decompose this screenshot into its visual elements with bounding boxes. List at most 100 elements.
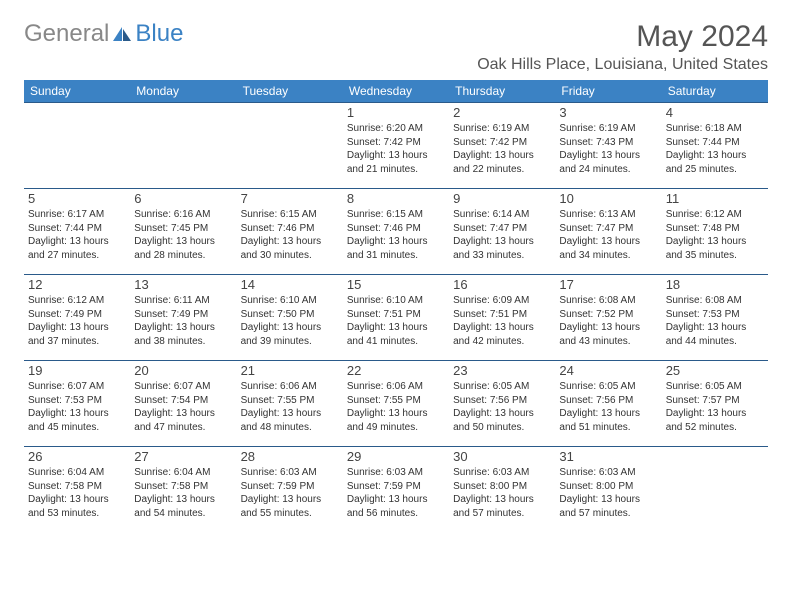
day-number: 23: [453, 363, 551, 378]
day-number: 4: [666, 105, 764, 120]
day-number: 13: [134, 277, 232, 292]
calendar-day: 21 Sunrise: 6:06 AMSunset: 7:55 PMDayligh…: [237, 361, 343, 447]
day-number: 29: [347, 449, 445, 464]
day-header: Thursday: [449, 80, 555, 103]
header: General Blue May 2024 Oak Hills Place, L…: [24, 20, 768, 74]
brand-part1: General: [24, 20, 109, 48]
calendar-day: 8Sunrise: 6:15 AMSunset: 7:46 PMDaylight…: [343, 189, 449, 275]
calendar-day: 14 Sunrise: 6:10 AMSunset: 7:50 PMDayligh…: [237, 275, 343, 361]
calendar-empty: [237, 103, 343, 189]
day-info: Sunrise: 6:14 AMSunset: 7:47 PMDaylight:…: [453, 208, 551, 262]
brand-part2: Blue: [135, 20, 183, 48]
brand-logo: General Blue: [24, 20, 183, 48]
day-header: Tuesday: [237, 80, 343, 103]
day-info: Sunrise: 6:20 AMSunset: 7:42 PMDaylight:…: [347, 122, 445, 176]
day-number: 15: [347, 277, 445, 292]
day-number: 20: [134, 363, 232, 378]
day-number: 27: [134, 449, 232, 464]
day-number: 19: [28, 363, 126, 378]
day-info: Sunrise: 6:05 AMSunset: 7:56 PMDaylight:…: [453, 380, 551, 434]
day-info: Sunrise: 6:06 AMSunset: 7:55 PMDaylight:…: [347, 380, 445, 434]
calendar-body: 1 Sunrise: 6:20 AMSunset: 7:42 PMDaylight…: [24, 103, 768, 533]
day-number: 14: [241, 277, 339, 292]
day-info: Sunrise: 6:07 AMSunset: 7:54 PMDaylight:…: [134, 380, 232, 434]
day-header: Wednesday: [343, 80, 449, 103]
calendar-day: 11 Sunrise: 6:12 AMSunset: 7:48 PMDayligh…: [662, 189, 768, 275]
day-info: Sunrise: 6:09 AMSunset: 7:51 PMDaylight:…: [453, 294, 551, 348]
day-info: Sunrise: 6:16 AMSunset: 7:45 PMDaylight:…: [134, 208, 232, 262]
day-number: 30: [453, 449, 551, 464]
month-title: May 2024: [477, 20, 768, 54]
calendar-day: 22Sunrise: 6:06 AMSunset: 7:55 PMDayligh…: [343, 361, 449, 447]
day-info: Sunrise: 6:03 AMSunset: 8:00 PMDaylight:…: [559, 466, 657, 520]
calendar-day: 31 Sunrise: 6:03 AMSunset: 8:00 PMDayligh…: [555, 447, 661, 533]
day-number: 28: [241, 449, 339, 464]
calendar-day: 10 Sunrise: 6:13 AMSunset: 7:47 PMDayligh…: [555, 189, 661, 275]
calendar-day: 26 Sunrise: 6:04 AMSunset: 7:58 PMDayligh…: [24, 447, 130, 533]
day-info: Sunrise: 6:05 AMSunset: 7:57 PMDaylight:…: [666, 380, 764, 434]
calendar-day: 17Sunrise: 6:08 AMSunset: 7:52 PMDayligh…: [555, 275, 661, 361]
title-block: May 2024 Oak Hills Place, Louisiana, Uni…: [477, 20, 768, 74]
calendar-day: 13 Sunrise: 6:11 AMSunset: 7:49 PMDayligh…: [130, 275, 236, 361]
calendar-day: 2Sunrise: 6:19 AMSunset: 7:42 PMDaylight…: [449, 103, 555, 189]
calendar-day: 27Sunrise: 6:04 AMSunset: 7:58 PMDayligh…: [130, 447, 236, 533]
calendar-empty: [130, 103, 236, 189]
calendar-week: 1 Sunrise: 6:20 AMSunset: 7:42 PMDaylight…: [24, 103, 768, 189]
day-header: Sunday: [24, 80, 130, 103]
day-info: Sunrise: 6:04 AMSunset: 7:58 PMDaylight:…: [28, 466, 126, 520]
calendar-day: 15 Sunrise: 6:10 AMSunset: 7:51 PMDayligh…: [343, 275, 449, 361]
calendar-week: 26 Sunrise: 6:04 AMSunset: 7:58 PMDayligh…: [24, 447, 768, 533]
day-header: Saturday: [662, 80, 768, 103]
day-number: 1: [347, 105, 445, 120]
day-number: 11: [666, 191, 764, 206]
calendar-day: 3Sunrise: 6:19 AMSunset: 7:43 PMDaylight…: [555, 103, 661, 189]
day-number: 12: [28, 277, 126, 292]
day-header-row: SundayMondayTuesdayWednesdayThursdayFrid…: [24, 80, 768, 103]
day-number: 18: [666, 277, 764, 292]
day-info: Sunrise: 6:08 AMSunset: 7:53 PMDaylight:…: [666, 294, 764, 348]
calendar-day: 25Sunrise: 6:05 AMSunset: 7:57 PMDayligh…: [662, 361, 768, 447]
day-info: Sunrise: 6:12 AMSunset: 7:49 PMDaylight:…: [28, 294, 126, 348]
day-info: Sunrise: 6:10 AMSunset: 7:50 PMDaylight:…: [241, 294, 339, 348]
day-info: Sunrise: 6:15 AMSunset: 7:46 PMDaylight:…: [347, 208, 445, 262]
day-number: 26: [28, 449, 126, 464]
calendar-day: 20 Sunrise: 6:07 AMSunset: 7:54 PMDayligh…: [130, 361, 236, 447]
day-info: Sunrise: 6:12 AMSunset: 7:48 PMDaylight:…: [666, 208, 764, 262]
day-info: Sunrise: 6:15 AMSunset: 7:46 PMDaylight:…: [241, 208, 339, 262]
day-info: Sunrise: 6:06 AMSunset: 7:55 PMDaylight:…: [241, 380, 339, 434]
day-info: Sunrise: 6:13 AMSunset: 7:47 PMDaylight:…: [559, 208, 657, 262]
calendar-week: 5Sunrise: 6:17 AMSunset: 7:44 PMDaylight…: [24, 189, 768, 275]
calendar-day: 30 Sunrise: 6:03 AMSunset: 8:00 PMDayligh…: [449, 447, 555, 533]
day-info: Sunrise: 6:10 AMSunset: 7:51 PMDaylight:…: [347, 294, 445, 348]
calendar-day: 12 Sunrise: 6:12 AMSunset: 7:49 PMDayligh…: [24, 275, 130, 361]
day-number: 31: [559, 449, 657, 464]
calendar-day: 16 Sunrise: 6:09 AMSunset: 7:51 PMDayligh…: [449, 275, 555, 361]
calendar-day: 18 Sunrise: 6:08 AMSunset: 7:53 PMDayligh…: [662, 275, 768, 361]
day-info: Sunrise: 6:03 AMSunset: 8:00 PMDaylight:…: [453, 466, 551, 520]
day-header: Friday: [555, 80, 661, 103]
day-info: Sunrise: 6:19 AMSunset: 7:42 PMDaylight:…: [453, 122, 551, 176]
calendar-day: 19 Sunrise: 6:07 AMSunset: 7:53 PMDayligh…: [24, 361, 130, 447]
day-info: Sunrise: 6:19 AMSunset: 7:43 PMDaylight:…: [559, 122, 657, 176]
day-number: 24: [559, 363, 657, 378]
calendar-empty: [662, 447, 768, 533]
calendar-day: 23 Sunrise: 6:05 AMSunset: 7:56 PMDayligh…: [449, 361, 555, 447]
day-info: Sunrise: 6:11 AMSunset: 7:49 PMDaylight:…: [134, 294, 232, 348]
calendar-day: 9 Sunrise: 6:14 AMSunset: 7:47 PMDaylight…: [449, 189, 555, 275]
calendar-day: 6Sunrise: 6:16 AMSunset: 7:45 PMDaylight…: [130, 189, 236, 275]
day-info: Sunrise: 6:07 AMSunset: 7:53 PMDaylight:…: [28, 380, 126, 434]
day-number: 10: [559, 191, 657, 206]
day-number: 9: [453, 191, 551, 206]
calendar-day: 29Sunrise: 6:03 AMSunset: 7:59 PMDayligh…: [343, 447, 449, 533]
day-number: 16: [453, 277, 551, 292]
calendar-day: 5Sunrise: 6:17 AMSunset: 7:44 PMDaylight…: [24, 189, 130, 275]
day-info: Sunrise: 6:08 AMSunset: 7:52 PMDaylight:…: [559, 294, 657, 348]
calendar-day: 28 Sunrise: 6:03 AMSunset: 7:59 PMDayligh…: [237, 447, 343, 533]
calendar-day: 7Sunrise: 6:15 AMSunset: 7:46 PMDaylight…: [237, 189, 343, 275]
calendar-day: 1 Sunrise: 6:20 AMSunset: 7:42 PMDaylight…: [343, 103, 449, 189]
day-number: 21: [241, 363, 339, 378]
day-number: 5: [28, 191, 126, 206]
calendar-day: 24Sunrise: 6:05 AMSunset: 7:56 PMDayligh…: [555, 361, 661, 447]
day-info: Sunrise: 6:03 AMSunset: 7:59 PMDaylight:…: [241, 466, 339, 520]
day-info: Sunrise: 6:18 AMSunset: 7:44 PMDaylight:…: [666, 122, 764, 176]
